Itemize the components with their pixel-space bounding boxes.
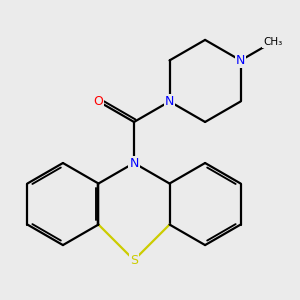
Text: N: N	[236, 54, 245, 67]
Text: S: S	[130, 254, 138, 267]
Text: N: N	[165, 95, 174, 108]
Text: CH₃: CH₃	[263, 37, 282, 47]
Text: O: O	[94, 95, 103, 108]
Text: N: N	[129, 157, 139, 169]
